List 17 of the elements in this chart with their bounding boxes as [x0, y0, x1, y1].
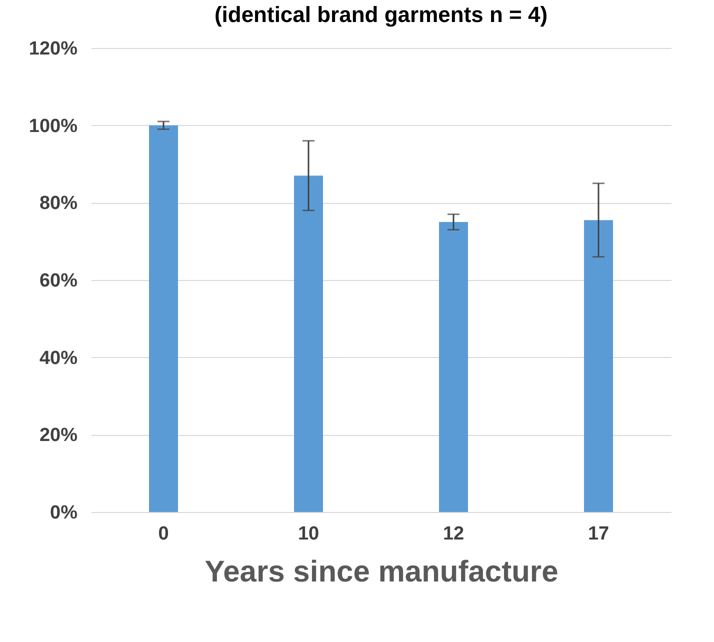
y-tick-label: 120% — [28, 38, 78, 60]
bar — [149, 125, 178, 512]
y-tick-label: 100% — [28, 116, 78, 137]
bar — [439, 222, 468, 512]
x-axis-title: Years since manufacture — [204, 556, 558, 588]
x-tick-label: 17 — [588, 524, 610, 544]
x-tick-label: 10 — [298, 524, 320, 544]
bar — [584, 220, 613, 512]
y-tick-label: 80% — [39, 193, 78, 214]
x-tick-label: 0 — [158, 524, 169, 544]
x-tick-label: 12 — [442, 524, 464, 544]
chart-title: (identical brand garments n = 4) — [214, 2, 548, 27]
y-tick-label: 0% — [50, 502, 78, 524]
y-tick-label: 60% — [39, 270, 78, 292]
bar — [294, 176, 323, 512]
y-tick-label: 20% — [39, 425, 78, 446]
y-tick-label: 40% — [39, 348, 78, 369]
